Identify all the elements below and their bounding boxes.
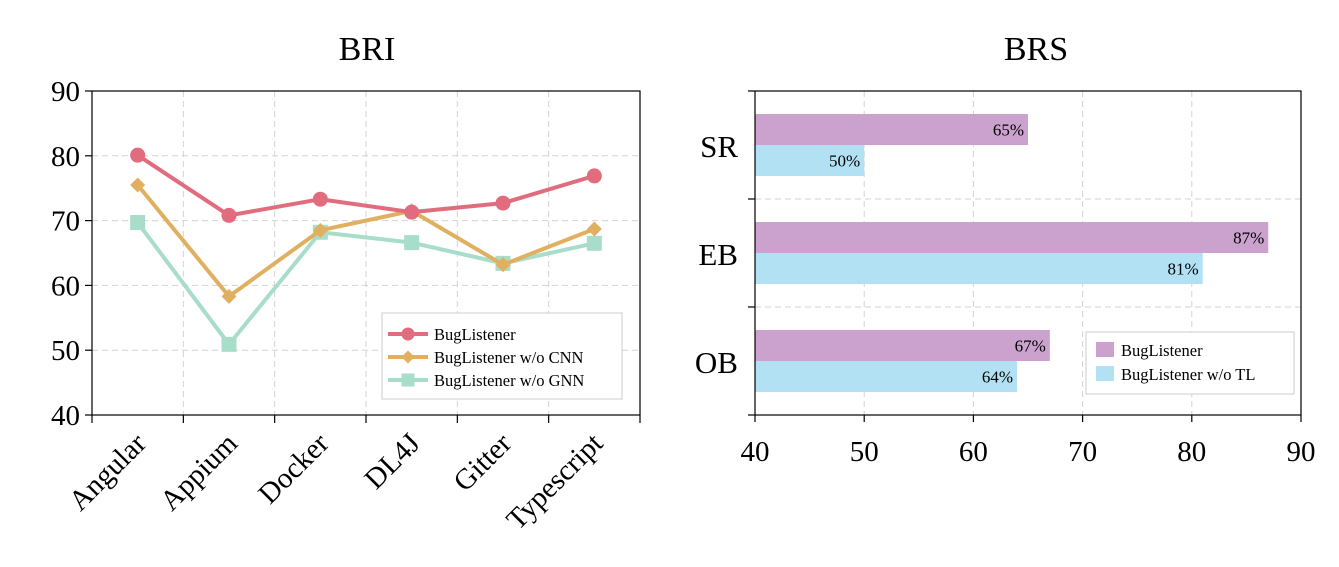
bri-point-buglistener-w-o-cnn: [221, 288, 237, 304]
brs-bar-label: 50%: [829, 152, 860, 171]
brs-legend-label: BugListener w/o TL: [1121, 365, 1255, 384]
brs-bar-buglistener-w-o-tl: [755, 253, 1203, 284]
brs-legend-swatch: [1096, 366, 1114, 381]
bri-legend: BugListener BugListener w/o CNN BugListene…: [381, 312, 623, 400]
brs-xtick-label: 60: [959, 436, 988, 468]
brs-y-axis: SR EB OB: [695, 90, 755, 416]
bri-point-buglistener: [586, 168, 602, 184]
brs-legend-item-buglistener-w-o-tl: BugListener w/o TL: [1096, 365, 1255, 384]
bri-point-buglistener-w-o-cnn: [130, 177, 146, 193]
brs-ytick-label-ob: OB: [695, 345, 738, 380]
bri-line-buglistener-w-o-cnn: [136, 183, 596, 299]
bri-title: BRI: [339, 31, 396, 68]
bri-point-buglistener: [312, 191, 328, 207]
bri-series-buglistener: [130, 147, 602, 223]
brs-bar-label: 67%: [1015, 337, 1046, 356]
brs-legend: BugListener BugListener w/o TL: [1085, 331, 1295, 395]
brs-legend-item-buglistener: BugListener: [1096, 341, 1203, 360]
bri-legend-marker: [401, 327, 415, 341]
brs-bar-label: 64%: [982, 368, 1013, 387]
bri-ytick-label: 60: [51, 270, 80, 302]
brs-title: BRS: [1004, 31, 1068, 68]
bri-xtick-label-dl4j: DL4J: [358, 427, 426, 495]
brs-xtick-label: 80: [1177, 436, 1206, 468]
brs-bar-label: 65%: [993, 121, 1024, 140]
brs-bar-label: 87%: [1233, 229, 1264, 248]
bri-point-buglistener: [130, 147, 146, 163]
brs-chart: BRS 65% 50% 87% 81% 67%64% 40 50 60 70 80 90 SR EB…: [695, 31, 1316, 468]
bri-xtick-label-docker: Docker: [252, 427, 335, 510]
bri-point-buglistener: [221, 207, 237, 223]
bri-point-buglistener-w-o-gnn: [130, 215, 146, 231]
bri-legend-label: BugListener: [434, 325, 516, 344]
bri-legend-marker: [401, 373, 415, 387]
brs-xtick-label: 40: [741, 436, 770, 468]
bri-point-buglistener-w-o-cnn: [312, 222, 328, 238]
bri-line-buglistener: [136, 153, 595, 218]
brs-legend-swatch: [1096, 342, 1114, 357]
bri-chart: BRI 40 50 60 70 80 90 Angular Appium Docker DL4J…: [51, 31, 641, 536]
bri-legend-item-buglistener: BugListener: [388, 325, 516, 344]
brs-group-eb: 87% 81%: [755, 222, 1269, 284]
brs-group-ob: 67%64%: [755, 330, 1050, 392]
bri-legend-item-buglistener-w-o-cnn: BugListener w/o CNN: [388, 348, 583, 367]
brs-xtick-label: 50: [850, 436, 879, 468]
bri-series: [130, 147, 602, 352]
bri-point-buglistener-w-o-gnn: [221, 336, 237, 352]
brs-group-sr: 65% 50%: [755, 114, 1028, 176]
bri-point-buglistener-w-o-gnn: [404, 235, 420, 251]
bri-ytick-label: 50: [51, 335, 80, 367]
bri-y-axis: 40 50 60 70 80 90: [51, 76, 92, 432]
bri-ytick-label: 40: [51, 400, 80, 432]
brs-legend-box: [1085, 331, 1295, 395]
bri-xtick-label-angular: Angular: [63, 427, 153, 517]
bri-ytick-label: 80: [51, 141, 80, 173]
bri-ytick-label: 70: [51, 206, 80, 238]
brs-legend-label: BugListener: [1121, 341, 1203, 360]
bri-xtick-label-gitter: Gitter: [447, 427, 518, 498]
bri-xtick-label-appium: Appium: [154, 427, 244, 517]
brs-x-axis: 40 50 60 70 80 90: [741, 415, 1316, 468]
bri-point-buglistener: [404, 204, 420, 220]
bri-ytick-label: 90: [51, 76, 80, 108]
brs-ytick-label-sr: SR: [700, 129, 738, 164]
brs-plot-frame: [754, 90, 1302, 416]
bri-point-buglistener: [495, 195, 511, 211]
bri-point-buglistener-w-o-cnn: [586, 221, 602, 237]
bri-point-buglistener-w-o-gnn: [586, 235, 602, 251]
bri-legend-label: BugListener w/o CNN: [434, 348, 583, 367]
brs-bar-buglistener-w-o-tl: [755, 361, 1018, 392]
brs-bar-buglistener: [755, 114, 1028, 145]
brs-xtick-label: 90: [1287, 436, 1316, 468]
bri-point-buglistener-w-o-cnn: [495, 257, 511, 273]
brs-bar-buglistener-w-o-tl: [755, 145, 865, 176]
brs-xtick-label: 70: [1068, 436, 1097, 468]
brs-bar-buglistener: [755, 330, 1050, 361]
brs-bar-buglistener: [755, 222, 1269, 253]
bri-legend-marker: [401, 350, 415, 364]
brs-ytick-label-eb: EB: [698, 237, 738, 272]
brs-bars: 65% 50% 87% 81% 67%64%: [755, 114, 1269, 392]
bri-legend-label: BugListener w/o GNN: [434, 371, 584, 390]
brs-bar-label: 81%: [1168, 260, 1199, 279]
bri-plot-frame: [91, 90, 641, 416]
bri-xtick-label-typescript: Typescript: [500, 427, 609, 536]
bri-legend-item-buglistener-w-o-gnn: BugListener w/o GNN: [388, 371, 584, 390]
